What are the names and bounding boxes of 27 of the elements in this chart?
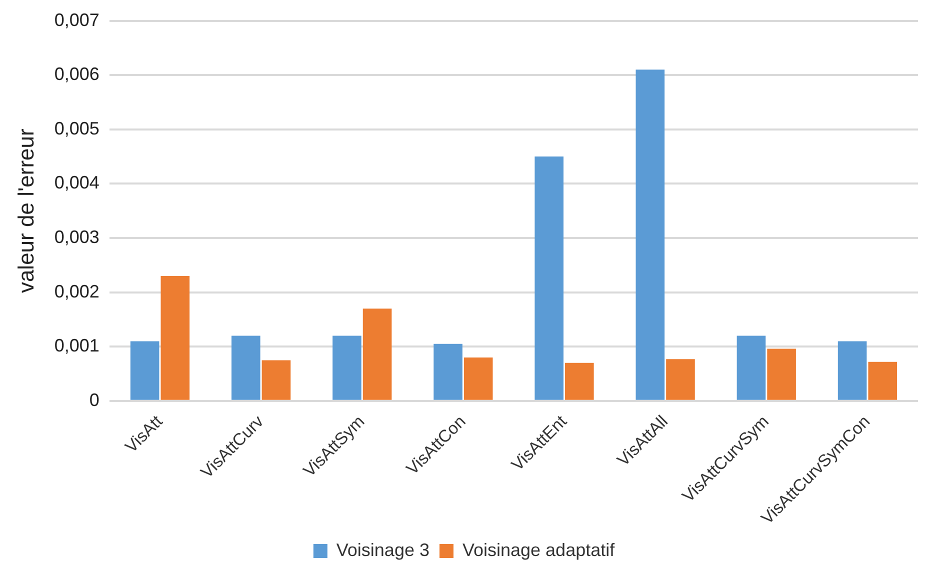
legend-label: Voisinage adaptatif bbox=[462, 540, 616, 560]
bar bbox=[534, 156, 564, 400]
y-tick-label: 0,004 bbox=[54, 172, 100, 193]
y-tick-label: 0,002 bbox=[54, 281, 100, 302]
bar bbox=[636, 70, 665, 400]
bar bbox=[767, 348, 796, 400]
bar bbox=[262, 360, 291, 400]
bar bbox=[666, 359, 695, 400]
bar bbox=[434, 344, 462, 400]
bar bbox=[160, 276, 190, 400]
bar bbox=[565, 362, 594, 400]
bar bbox=[464, 357, 493, 400]
bar bbox=[231, 336, 260, 400]
y-tick-label: 0,005 bbox=[54, 118, 100, 138]
y-tick-label: 0,007 bbox=[54, 10, 100, 30]
bar bbox=[362, 308, 392, 400]
y-tick-label: 0,003 bbox=[54, 226, 100, 247]
y-tick-label: 0 bbox=[89, 390, 100, 410]
y-tick-label: 0,006 bbox=[54, 64, 100, 84]
bar bbox=[736, 336, 766, 400]
bar bbox=[838, 341, 867, 400]
y-tick-label: 0,001 bbox=[54, 336, 100, 356]
bar bbox=[868, 362, 898, 400]
bar bbox=[332, 336, 362, 400]
legend-label: Voisinage 3 bbox=[336, 540, 430, 560]
y-axis-title: valeur de l'erreur bbox=[13, 128, 38, 294]
bar bbox=[130, 341, 160, 400]
